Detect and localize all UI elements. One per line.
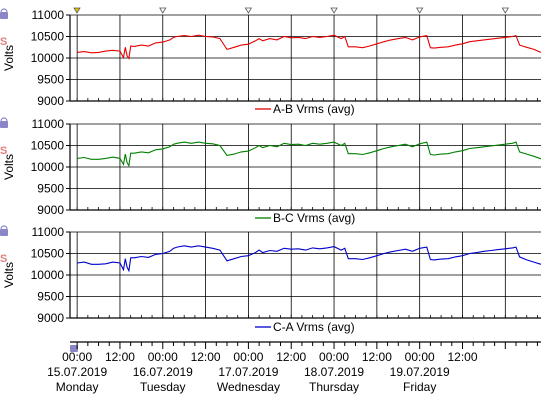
x-tick-label: 00:00 [148,350,178,364]
y-axis-label: Volts [2,154,16,180]
x-tick-label: 00:00 [233,350,263,364]
y-tick-label: 10500 [31,247,65,261]
x-tick-label: 00:00 [62,350,92,364]
lock-icon [0,121,8,128]
event-marker [415,7,424,14]
lock-icon-shackle [0,117,8,122]
x-tick-label: 12:00 [362,350,392,364]
y-tick-label: 9500 [37,182,64,196]
x-date-label: 19.07.2019 [390,365,450,379]
scale-icon: S [0,36,7,48]
y-tick-label: 9000 [37,94,64,108]
x-day-label: Tuesday [140,380,186,394]
event-marker [159,7,167,14]
chart-panel: 11000 10500 10000 9500 9000 Volts C-A Vrms (av… [0,225,542,334]
y-axis-label: Volts [2,45,16,71]
y-tick-label: 9500 [37,73,64,87]
x-day-label: Monday [56,380,99,394]
x-day-label: Wednesday [217,380,280,394]
x-day-label: Friday [403,380,436,394]
series-line [77,141,542,168]
y-tick-label: 11000 [32,8,65,22]
event-marker [501,7,510,14]
x-tick-label: 12:00 [105,350,135,364]
x-tick-label: 00:00 [319,350,349,364]
legend-label: A-B Vrms (avg) [273,102,355,116]
x-day-label: Thursday [309,380,359,394]
x-tick-label: 12:00 [191,350,221,364]
lock-icon-shackle [0,225,8,230]
series-line [77,34,542,60]
x-date-label: 18.07.2019 [304,365,364,379]
lock-icon [0,12,8,19]
x-date-label: 17.07.2019 [218,365,278,379]
y-tick-label: 10500 [31,139,65,153]
x-tick-label: 12:00 [447,350,477,364]
event-marker [73,7,81,14]
y-tick-label: 11000 [32,117,65,131]
event-marker [244,7,253,14]
legend-label: B-C Vrms (avg) [273,211,355,225]
y-axis-label: Volts [2,262,16,288]
x-date-label: 15.07.2019 [47,365,107,379]
x-tick-label: 00:00 [405,350,435,364]
x-date-label: 16.07.2019 [133,365,193,379]
series-line [77,245,542,273]
y-tick-label: 9000 [37,311,64,325]
y-tick-label: 9000 [37,203,64,217]
chart-panel: 11000 10500 10000 9500 9000 Volts A-B Vrms (av… [0,8,542,116]
scale-icon: S [0,145,7,157]
event-marker [330,7,338,14]
lock-icon [70,345,78,352]
y-tick-label: 10000 [31,160,65,174]
y-tick-label: 9500 [37,290,64,304]
lock-icon-shackle [0,8,8,13]
scale-icon: S [0,253,7,265]
legend-label: C-A Vrms (avg) [273,320,355,334]
chart-panel: 11000 10500 10000 9500 9000 Volts B-C Vrms (av… [0,117,542,225]
x-tick-label: 12:00 [276,350,306,364]
y-tick-label: 11000 [32,225,65,239]
y-tick-label: 10000 [31,51,65,65]
lock-icon [0,229,8,236]
y-tick-label: 10000 [31,268,65,282]
y-tick-label: 10500 [31,30,65,44]
